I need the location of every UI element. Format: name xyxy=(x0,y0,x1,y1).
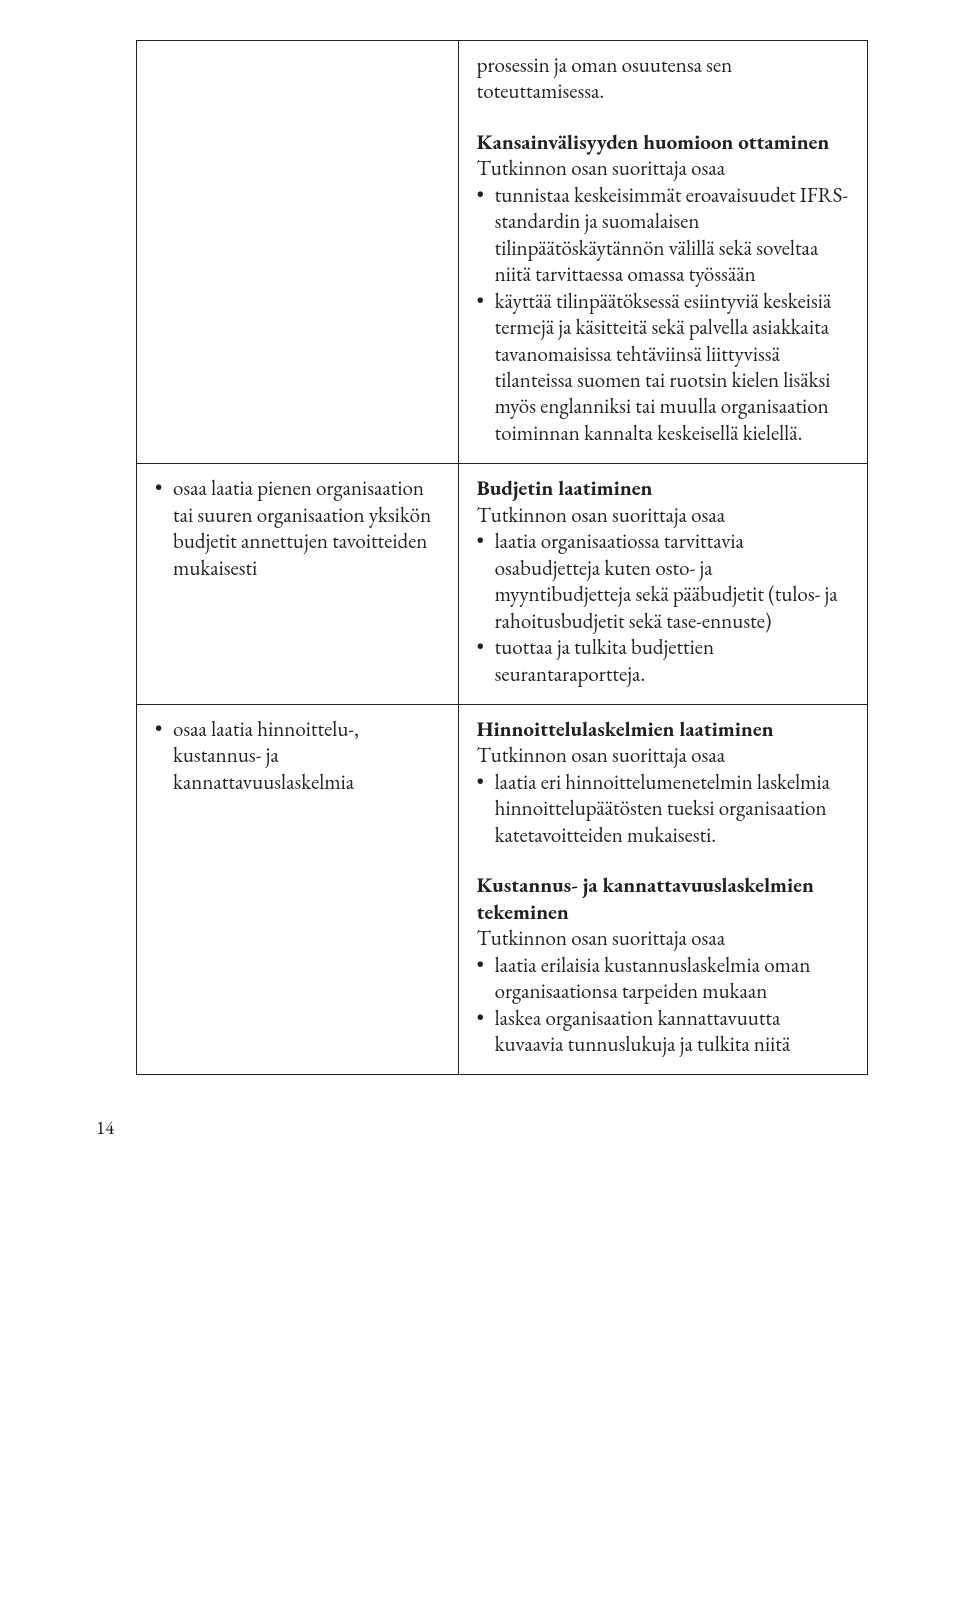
right-cell: Hinnoittelulaskelmien laatiminenTutkinno… xyxy=(458,704,867,1074)
left-cell: osaa laatia hinnoittelu-, kustannus- ja … xyxy=(137,704,459,1074)
block-bullets: laatia erilaisia kustannuslaskelmia oman… xyxy=(477,953,851,1059)
list-item: laatia eri hinnoittelumenetelmin laskelm… xyxy=(477,770,851,849)
list-item: osaa laatia hinnoittelu-, kustannus- ja … xyxy=(155,717,442,796)
block-bullets: laatia organisaatiossa tarvittavia osabu… xyxy=(477,529,851,688)
block-bullets: laatia eri hinnoittelumenetelmin laskelm… xyxy=(477,770,851,849)
table-row: osaa laatia hinnoittelu-, kustannus- ja … xyxy=(137,704,868,1074)
block-bullets: tunnistaa keskeisimmät eroavaisuudet IFR… xyxy=(477,183,851,448)
list-item: tuottaa ja tulkita budjettien seurantara… xyxy=(477,635,851,688)
table-body: prosessin ja oman osuutensa sen toteutta… xyxy=(137,41,868,1075)
content-block: Hinnoittelulaskelmien laatiminenTutkinno… xyxy=(477,717,851,849)
content-block: Budjetin laatiminenTutkinnon osan suorit… xyxy=(477,476,851,688)
block-lead: Tutkinnon osan suorittaja osaa xyxy=(477,503,851,529)
block-lead: Tutkinnon osan suorittaja osaa xyxy=(477,156,851,182)
block-lead: prosessin ja oman osuutensa sen toteutta… xyxy=(477,53,851,106)
left-bullets: osaa laatia pienen organisaation tai suu… xyxy=(155,476,442,582)
list-item: tunnistaa keskeisimmät eroavaisuudet IFR… xyxy=(477,183,851,289)
block-title: Budjetin laatiminen xyxy=(477,476,851,502)
left-bullets: osaa laatia hinnoittelu-, kustannus- ja … xyxy=(155,717,442,796)
content-table: prosessin ja oman osuutensa sen toteutta… xyxy=(136,40,868,1075)
block-title: Hinnoittelulaskelmien laatiminen xyxy=(477,717,851,743)
table-row: osaa laatia pienen organisaation tai suu… xyxy=(137,464,868,705)
content-block: Kustannus- ja kannattavuus­laskelmien te… xyxy=(477,873,851,1058)
block-lead: Tutkinnon osan suorittaja osaa xyxy=(477,926,851,952)
table-row: prosessin ja oman osuutensa sen toteutta… xyxy=(137,41,868,464)
page-number: 14 xyxy=(96,1115,868,1140)
left-cell xyxy=(137,41,459,464)
list-item: osaa laatia pienen organisaation tai suu… xyxy=(155,476,442,582)
right-cell: Budjetin laatiminenTutkinnon osan suorit… xyxy=(458,464,867,705)
page: prosessin ja oman osuutensa sen toteutta… xyxy=(0,0,960,1190)
right-cell: prosessin ja oman osuutensa sen toteutta… xyxy=(458,41,867,464)
list-item: laskea organisaation kannattavuutta kuva… xyxy=(477,1006,851,1059)
list-item: laatia erilaisia kustannuslaskelmia oman… xyxy=(477,953,851,1006)
left-cell: osaa laatia pienen organisaation tai suu… xyxy=(137,464,459,705)
content-block: Kansainvälisyyden huomioon ottaminenTutk… xyxy=(477,130,851,447)
list-item: käyttää tilinpäätöksessä esiintyviä kesk… xyxy=(477,289,851,448)
content-block: prosessin ja oman osuutensa sen toteutta… xyxy=(477,53,851,106)
block-title: Kustannus- ja kannattavuus­laskelmien te… xyxy=(477,873,851,926)
block-title: Kansainvälisyyden huomioon ottaminen xyxy=(477,130,851,156)
list-item: laatia organisaatiossa tarvittavia osabu… xyxy=(477,529,851,635)
block-lead: Tutkinnon osan suorittaja osaa xyxy=(477,743,851,769)
